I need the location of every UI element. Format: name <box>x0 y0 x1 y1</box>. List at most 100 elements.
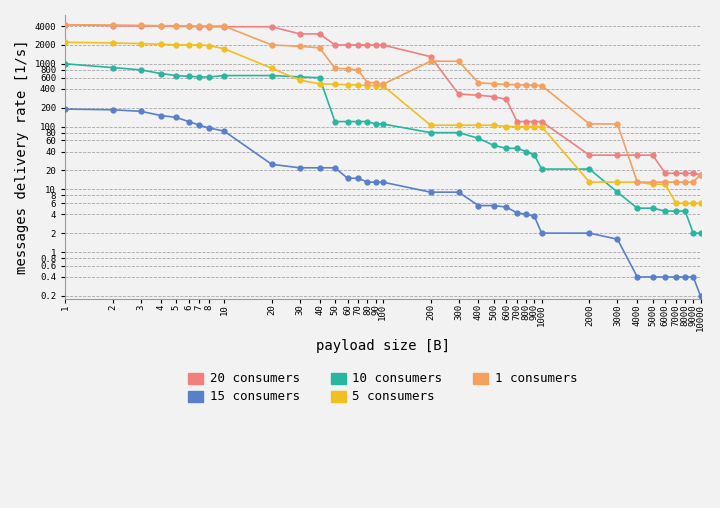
5 consumers <box>354 82 362 88</box>
20 consumers <box>137 23 145 29</box>
Line: 1 consumers: 1 consumers <box>63 22 703 184</box>
20 consumers <box>513 118 521 124</box>
1 consumers <box>649 179 657 185</box>
1 consumers <box>530 82 539 88</box>
15 consumers <box>649 274 657 280</box>
1 consumers <box>513 82 521 88</box>
5 consumers <box>156 41 165 47</box>
Y-axis label: messages delivery rate [1/s]: messages delivery rate [1/s] <box>15 40 29 274</box>
10 consumers <box>474 135 482 141</box>
1 consumers <box>696 172 705 178</box>
20 consumers <box>220 24 228 30</box>
1 consumers <box>474 80 482 86</box>
5 consumers <box>633 179 642 185</box>
20 consumers <box>295 31 304 37</box>
Line: 5 consumers: 5 consumers <box>63 40 703 206</box>
20 consumers <box>490 93 498 100</box>
Legend: 20 consumers, 15 consumers, 10 consumers, 5 consumers, 1 consumers: 20 consumers, 15 consumers, 10 consumers… <box>184 367 582 408</box>
1 consumers <box>522 82 531 88</box>
10 consumers <box>220 73 228 79</box>
20 consumers <box>426 54 435 60</box>
5 consumers <box>363 82 372 88</box>
1 consumers <box>490 81 498 87</box>
5 consumers <box>330 81 339 87</box>
20 consumers <box>330 42 339 48</box>
15 consumers <box>585 230 594 236</box>
10 consumers <box>184 73 193 79</box>
20 consumers <box>681 170 690 176</box>
10 consumers <box>672 208 680 214</box>
10 consumers <box>490 142 498 148</box>
20 consumers <box>585 152 594 158</box>
1 consumers <box>109 22 117 28</box>
15 consumers <box>372 179 380 185</box>
20 consumers <box>363 42 372 48</box>
Line: 20 consumers: 20 consumers <box>63 22 703 177</box>
15 consumers <box>363 179 372 185</box>
10 consumers <box>372 121 380 127</box>
15 consumers <box>184 118 193 124</box>
5 consumers <box>522 123 531 130</box>
15 consumers <box>537 230 546 236</box>
10 consumers <box>530 152 539 158</box>
15 consumers <box>633 274 642 280</box>
1 consumers <box>184 23 193 29</box>
1 consumers <box>613 121 622 127</box>
15 consumers <box>267 161 276 167</box>
20 consumers <box>502 97 510 103</box>
1 consumers <box>195 23 204 29</box>
10 consumers <box>195 74 204 80</box>
20 consumers <box>204 24 213 30</box>
5 consumers <box>172 42 181 48</box>
1 consumers <box>585 121 594 127</box>
10 consumers <box>513 145 521 151</box>
20 consumers <box>172 23 181 29</box>
5 consumers <box>379 82 387 88</box>
20 consumers <box>109 23 117 29</box>
1 consumers <box>537 82 546 88</box>
1 consumers <box>363 80 372 86</box>
10 consumers <box>60 61 69 67</box>
1 consumers <box>220 23 228 29</box>
10 consumers <box>426 130 435 136</box>
15 consumers <box>474 203 482 209</box>
10 consumers <box>502 145 510 151</box>
20 consumers <box>60 22 69 28</box>
1 consumers <box>295 43 304 49</box>
15 consumers <box>220 128 228 134</box>
10 consumers <box>137 67 145 73</box>
20 consumers <box>522 118 531 124</box>
5 consumers <box>530 123 539 130</box>
1 consumers <box>315 45 324 51</box>
5 consumers <box>372 82 380 88</box>
15 consumers <box>343 175 352 181</box>
15 consumers <box>172 114 181 120</box>
1 consumers <box>330 65 339 71</box>
20 consumers <box>379 42 387 48</box>
5 consumers <box>490 122 498 128</box>
20 consumers <box>649 152 657 158</box>
5 consumers <box>454 122 463 128</box>
20 consumers <box>195 24 204 30</box>
10 consumers <box>354 118 362 124</box>
10 consumers <box>633 205 642 211</box>
15 consumers <box>661 274 670 280</box>
20 consumers <box>343 42 352 48</box>
5 consumers <box>315 81 324 87</box>
10 consumers <box>649 205 657 211</box>
10 consumers <box>379 121 387 127</box>
15 consumers <box>681 274 690 280</box>
1 consumers <box>172 23 181 29</box>
10 consumers <box>522 148 531 154</box>
15 consumers <box>502 204 510 210</box>
15 consumers <box>490 203 498 209</box>
5 consumers <box>343 82 352 88</box>
5 consumers <box>689 200 698 206</box>
20 consumers <box>537 118 546 124</box>
1 consumers <box>661 179 670 185</box>
10 consumers <box>689 230 698 236</box>
15 consumers <box>330 165 339 171</box>
5 consumers <box>267 65 276 71</box>
20 consumers <box>689 170 698 176</box>
10 consumers <box>537 166 546 172</box>
